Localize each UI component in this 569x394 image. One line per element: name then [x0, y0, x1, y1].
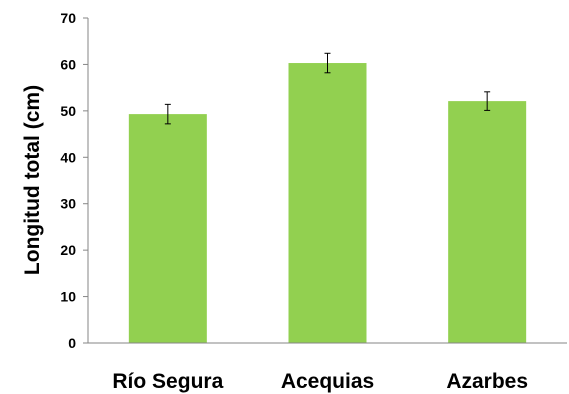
bar	[288, 63, 367, 344]
y-tick-label: 10	[60, 289, 76, 305]
x-axis-labels: Río Segura Acequias Azarbes	[112, 370, 528, 393]
bar-series	[128, 63, 527, 344]
error-bar	[324, 52, 331, 74]
y-tick-label: 30	[60, 196, 76, 212]
y-axis-ticks: 0 10 20 30 40 50 60 70	[60, 10, 88, 351]
y-tick-label: 50	[60, 103, 76, 119]
y-axis-title: Longitud total (cm)	[21, 85, 44, 275]
y-tick-label: 60	[60, 56, 76, 72]
x-category-label: Río Segura	[112, 370, 223, 393]
error-bar	[164, 103, 171, 125]
y-tick-label: 0	[68, 335, 76, 351]
y-tick-label: 70	[60, 10, 76, 26]
bar	[128, 114, 207, 343]
y-tick-label: 40	[60, 149, 76, 165]
error-bar	[484, 91, 491, 111]
y-tick-label: 20	[60, 242, 76, 258]
x-category-label: Acequias	[281, 370, 374, 393]
x-category-label: Azarbes	[446, 370, 528, 393]
error-bar-series	[164, 52, 491, 125]
bar	[448, 101, 527, 343]
